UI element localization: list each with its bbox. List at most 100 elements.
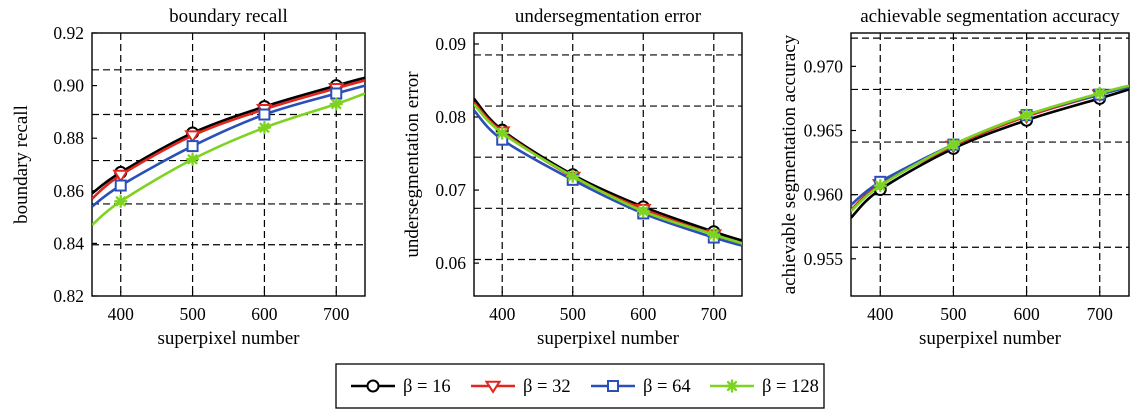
series-line [851,84,1129,213]
series-1 [851,88,1129,219]
data-point [566,169,580,183]
x-axis-label: superpixel number [158,328,301,349]
series-1 [474,97,742,242]
series-4 [474,103,742,245]
x-tick-label: 700 [701,304,728,324]
plot-frame [850,32,1130,297]
data-point [873,178,887,193]
legend: β = 16 β = 32 β = 64 β = 128 [335,363,825,409]
chart-title: boundary recall [169,6,288,27]
series-3 [851,85,1129,206]
series-line [474,97,742,242]
y-tick-label: 0.82 [53,286,84,306]
x-tick-label: 400 [108,304,135,324]
y-tick-label: 0.960 [804,185,844,205]
y-axis-label: undersegmentation error [402,71,423,258]
legend-items: β = 16 β = 32 β = 64 β = 128 [351,377,819,397]
data-point [185,152,200,166]
x-tick-label: 700 [1087,304,1114,324]
plot-frame [473,32,743,297]
series-line [474,103,742,245]
data-point [330,87,343,100]
data-point [329,97,343,111]
y-tick-label: 0.08 [435,107,466,127]
data-point [495,126,509,140]
legend-marker [725,379,739,393]
data-point [707,227,721,242]
y-tick-label: 0.92 [53,23,84,43]
x-tick-label: 600 [251,304,278,324]
series-line [851,85,1129,206]
x-tick-label: 400 [489,304,516,324]
data-point [946,137,961,152]
series-3 [474,109,742,247]
grid [474,33,742,296]
x-tick-label: 500 [940,304,967,324]
plot-area [92,76,365,226]
x-axis-label: superpixel number [537,328,680,349]
legend-item-1: β = 16 [351,377,451,397]
subplot-2: 400 500 600 700 0.06 0.07 0.08 0.09 undersegment… [402,6,743,349]
y-axis-label: achievable segmentation accuracy [779,34,800,294]
legend-label: β = 32 [523,377,571,397]
data-point [1019,108,1034,122]
legend-marker [484,380,502,394]
data-point [258,108,271,121]
series-line [474,101,742,245]
ticks: 400 500 600 700 0.82 0.84 0.86 0.88 0.90 0.92 [53,23,349,324]
subplots: 400 500 600 700 0.82 0.84 0.86 0.88 0.90 0.92 boun… [11,6,1130,349]
legend-label: β = 16 [403,377,451,397]
series-line [474,109,742,247]
data-point [184,130,201,144]
data-point [257,120,272,135]
legend-item-4: β = 128 [710,377,819,397]
y-tick-label: 0.970 [804,56,844,76]
legend-item-3: β = 64 [591,377,691,397]
data-point [114,194,128,209]
y-tick-label: 0.07 [435,180,466,200]
legend-item-2: β = 32 [471,377,571,397]
data-point [1093,86,1107,100]
grid [92,33,365,296]
chart-title: achievable segmentation accuracy [860,6,1120,27]
chart-title: undersegmentation error [515,6,702,27]
y-tick-label: 0.84 [53,233,84,253]
data-point [186,140,199,153]
y-tick-label: 0.86 [53,181,84,201]
series-4 [92,92,365,226]
y-axis-label: boundary recall [11,105,32,224]
plot-area [474,97,742,247]
legend-label: β = 128 [762,377,819,397]
ticks: 400 500 600 700 0.06 0.07 0.08 0.09 [435,34,727,324]
x-tick-label: 600 [630,304,657,324]
y-tick-label: 0.09 [435,34,466,54]
legend-marker [366,379,380,393]
series-4 [851,84,1129,213]
x-tick-label: 700 [323,304,350,324]
data-point [636,204,650,218]
y-tick-label: 0.955 [804,249,844,269]
legend-marker [607,380,619,392]
subplot-3: 400 500 600 7000.9550.9600.9650.970achievab… [779,6,1130,349]
series-line [92,84,365,208]
x-tick-label: 400 [867,304,894,324]
series-line [851,88,1129,219]
data-point [112,169,130,183]
y-tick-label: 0.90 [53,76,84,96]
x-tick-label: 600 [1013,304,1040,324]
series-2 [474,101,742,245]
series-line [92,92,365,226]
series-1 [92,76,365,195]
series-line [92,76,365,195]
subplot-1: 400 500 600 700 0.82 0.84 0.86 0.88 0.90 0.92 boun… [11,6,366,349]
plot-frame [91,32,366,297]
series-3 [92,84,365,208]
plot-area [851,84,1129,219]
x-tick-label: 500 [560,304,587,324]
x-axis-label: superpixel number [919,328,1062,349]
y-tick-label: 0.88 [53,128,84,148]
y-tick-label: 0.965 [804,121,844,141]
data-point [114,179,127,192]
series-2 [851,85,1129,212]
